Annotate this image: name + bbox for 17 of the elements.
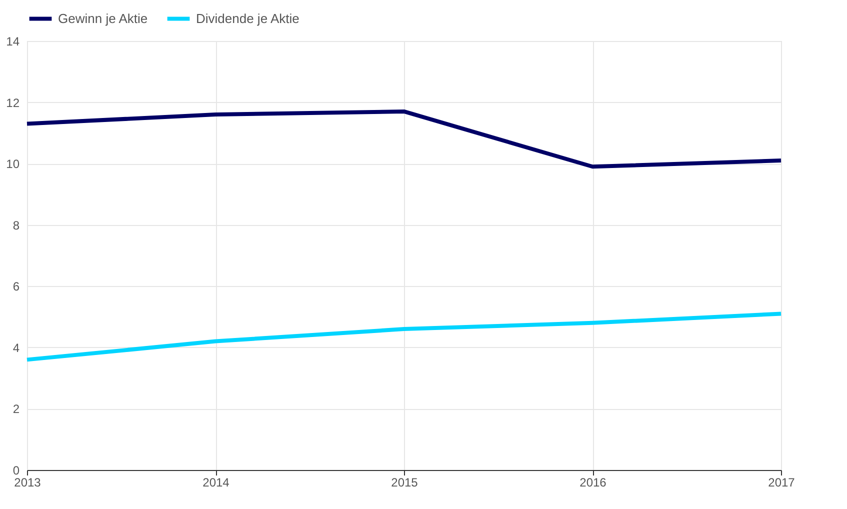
y-tick-label: 2 <box>12 402 20 416</box>
line-series <box>25 109 783 169</box>
y-tick-label: 6 <box>12 280 20 294</box>
y-tick-label: 0 <box>12 464 20 478</box>
x-tick-label: 2015 <box>391 476 418 490</box>
legend-label: Dividende je Aktie <box>196 10 300 26</box>
x-tick-label: 2014 <box>202 476 230 490</box>
legend-label: Gewinn je Aktie <box>58 10 148 26</box>
y-tick-label: 14 <box>6 34 20 48</box>
line-series <box>25 312 783 362</box>
y-tick-label: 4 <box>12 340 20 355</box>
y-tick-label: 10 <box>6 157 20 172</box>
y-tick-label: 8 <box>12 218 20 232</box>
x-tick-label: 2013 <box>14 476 42 490</box>
y-tick-label: 12 <box>6 96 20 110</box>
x-tick-label: 2017 <box>768 476 796 490</box>
x-tick-label: 2016 <box>580 476 607 490</box>
